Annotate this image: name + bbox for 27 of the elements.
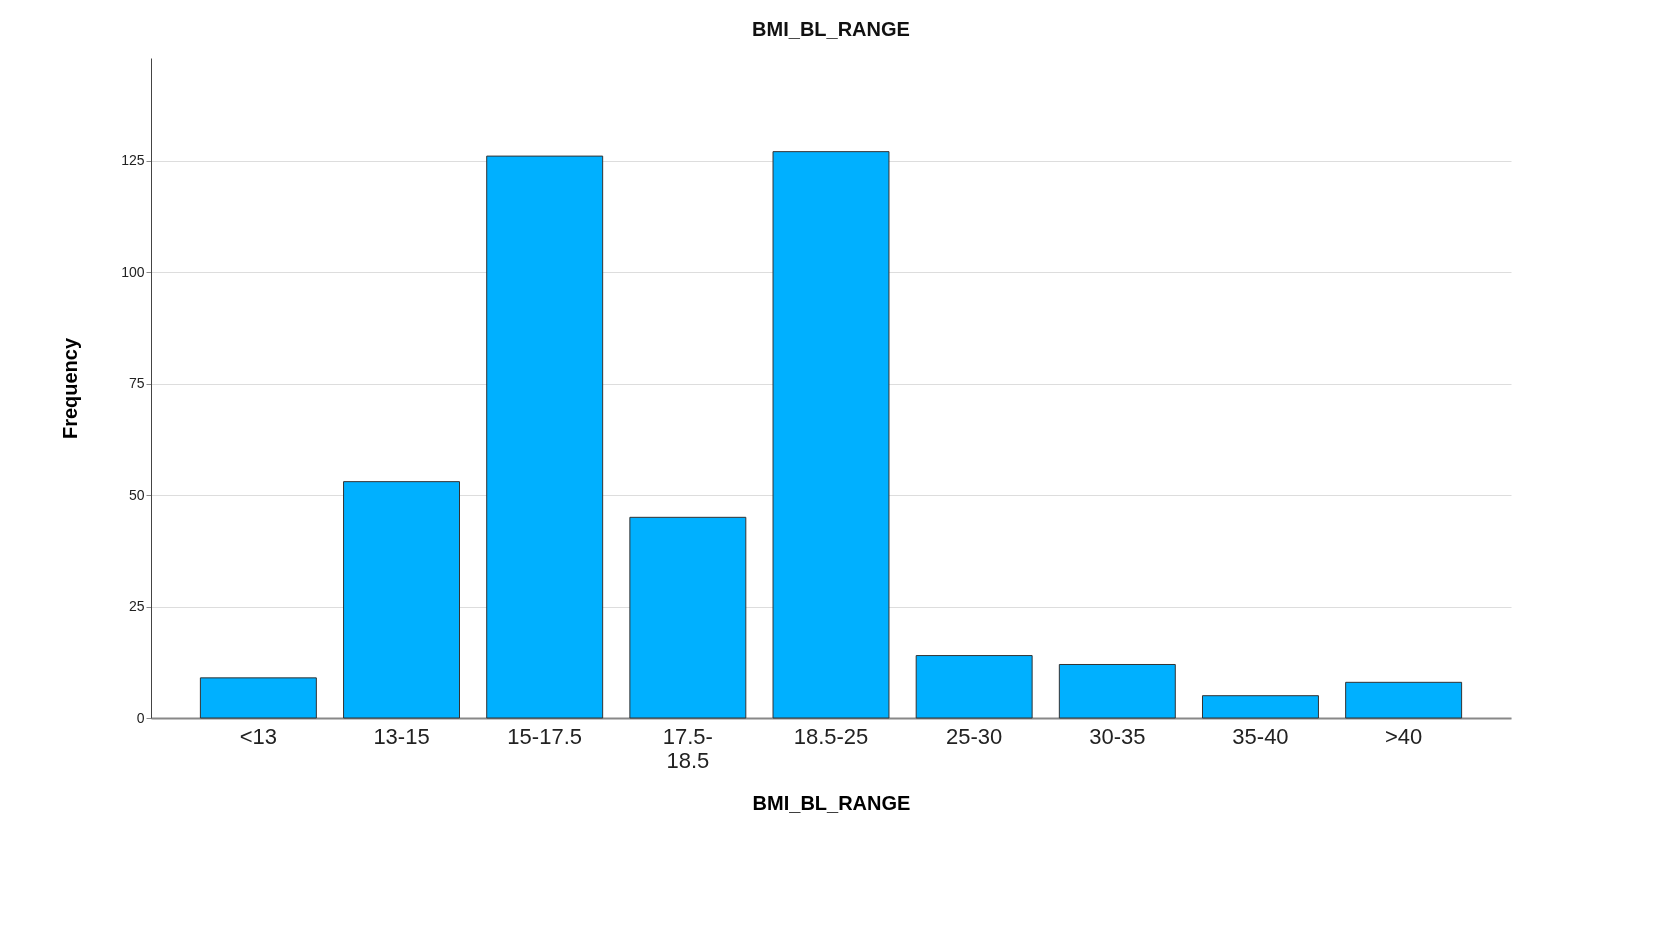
x-tick-label: 25-30 (946, 723, 1003, 749)
y-tick-label: 125 (121, 152, 145, 169)
bar (772, 151, 890, 719)
x-axis-title: BMI_BL_RANGE (752, 791, 911, 814)
bar (629, 516, 747, 719)
x-tick-label: 30-35 (1089, 723, 1146, 749)
y-tick-label: 75 (128, 375, 145, 392)
y-tick-label: 25 (128, 598, 145, 615)
x-tick-label: 13-15 (373, 723, 430, 749)
chart-title: BMI_BL_RANGE (752, 18, 910, 40)
bar (1058, 663, 1176, 719)
x-tick-label: <13 (239, 723, 278, 749)
y-tick-label: 50 (128, 486, 145, 503)
x-tick-label: 35-40 (1232, 723, 1289, 749)
bar (343, 481, 461, 719)
y-axis-title: Frequency (59, 337, 82, 440)
bar (199, 677, 317, 719)
x-tick-label: 18.5-25 (793, 723, 869, 749)
bar (1201, 695, 1319, 719)
bar (1345, 681, 1463, 719)
x-tick-label: 15-17.5 (507, 723, 582, 749)
x-tick-label: 17.5-18.5 (662, 723, 713, 773)
y-tick-label: 0 (136, 709, 145, 726)
bar (915, 655, 1033, 719)
y-tick-label: 100 (121, 263, 145, 280)
x-tick-label: >40 (1384, 723, 1423, 749)
bar (486, 155, 604, 719)
